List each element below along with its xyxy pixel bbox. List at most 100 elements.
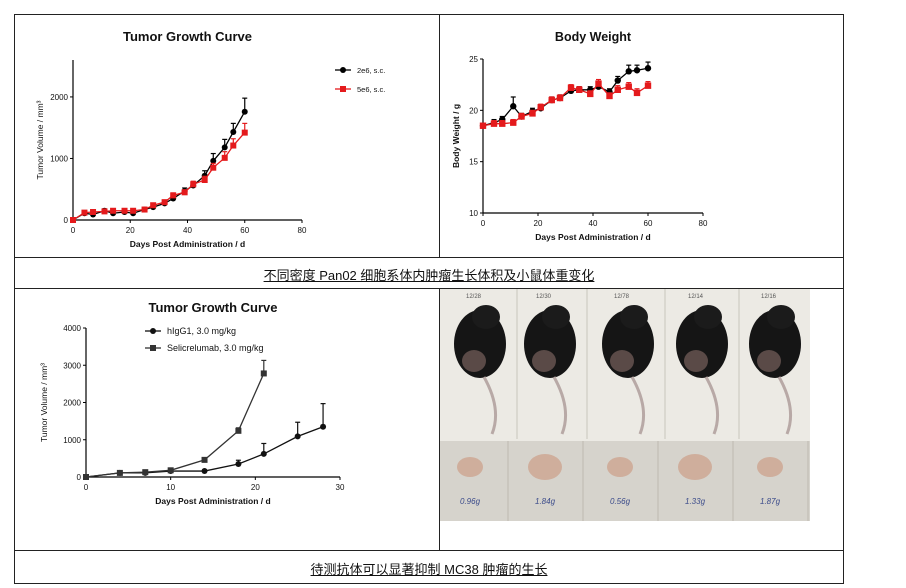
data-point bbox=[644, 65, 652, 72]
mouse-tag: 12/30 bbox=[536, 294, 552, 300]
mouse-tag: 12/78 bbox=[614, 294, 630, 300]
data-point bbox=[241, 108, 248, 115]
x-tick-label: 30 bbox=[336, 483, 345, 492]
data-point bbox=[201, 468, 208, 475]
data-point bbox=[606, 92, 613, 100]
x-axis-label: Days Post Administration / d bbox=[155, 496, 270, 506]
excised-tumor: 1.84g bbox=[528, 441, 584, 521]
x-tick-label: 0 bbox=[481, 219, 486, 228]
tumor-on-mouse bbox=[684, 350, 708, 372]
data-point bbox=[230, 142, 237, 149]
mouse-head bbox=[472, 305, 500, 329]
series-line bbox=[482, 82, 649, 127]
mouse-head bbox=[767, 305, 795, 329]
data-point bbox=[499, 120, 506, 127]
mc38-tumor-growth-chart: Tumor Growth Curve 0 10 20 30 0 1000 2000 3000 40… bbox=[39, 300, 345, 506]
data-point bbox=[190, 181, 197, 188]
x-tick-label: 0 bbox=[84, 483, 89, 492]
y-tick-label: 20 bbox=[469, 106, 478, 115]
legend-label: Selicrelumab, 3.0 mg/kg bbox=[167, 343, 264, 353]
data-point bbox=[116, 469, 123, 476]
y-tick-label: 1000 bbox=[50, 154, 68, 163]
y-tick-label: 25 bbox=[469, 55, 478, 64]
data-point bbox=[235, 460, 242, 467]
data-point bbox=[510, 103, 517, 110]
data-point bbox=[241, 129, 248, 136]
data-point bbox=[614, 86, 621, 93]
data-point bbox=[490, 120, 498, 127]
data-point bbox=[121, 207, 128, 214]
y-tick-label: 1000 bbox=[63, 436, 81, 445]
panel-tumor-growth-mc38: Tumor Growth Curve 0 10 20 30 0 1000 2000 3000 40… bbox=[14, 288, 440, 551]
mouse: 12/78 bbox=[602, 289, 666, 439]
data-point bbox=[625, 68, 632, 75]
data-point bbox=[235, 427, 242, 434]
legend-label: hIgG1, 3.0 mg/kg bbox=[167, 326, 236, 336]
data-point bbox=[90, 209, 97, 215]
mouse-head bbox=[542, 305, 570, 329]
data-point bbox=[633, 89, 641, 97]
data-point bbox=[161, 199, 168, 206]
data-point bbox=[529, 110, 536, 117]
data-point bbox=[518, 113, 525, 120]
tumor bbox=[457, 457, 483, 477]
caption-row-top: 不同密度 Pan02 细胞系体内肿瘤生长体积及小鼠体重变化 bbox=[14, 257, 844, 289]
panel-photo: 12/28 12/30 12/78 12/14 12/16 0.96g 1.84g 0.56… bbox=[439, 288, 844, 551]
x-tick-label: 20 bbox=[251, 483, 260, 492]
x-tick-label: 60 bbox=[240, 226, 249, 235]
x-tick-label: 40 bbox=[183, 226, 192, 235]
tumor bbox=[528, 454, 562, 480]
mouse: 12/30 bbox=[524, 289, 588, 439]
y-tick-label: 0 bbox=[77, 473, 82, 482]
y-tick-label: 2000 bbox=[63, 399, 81, 408]
data-point bbox=[221, 144, 228, 151]
x-axis-label: Days Post Administration / d bbox=[130, 239, 245, 249]
data-point bbox=[201, 456, 208, 463]
data-point bbox=[614, 77, 621, 84]
excised-tumor: 1.33g bbox=[678, 441, 734, 521]
tumor-weight: 0.96g bbox=[460, 497, 481, 506]
data-point bbox=[260, 450, 267, 457]
legend-marker bbox=[150, 345, 156, 351]
mouse-tag: 12/16 bbox=[761, 294, 777, 300]
excised-tumor: 0.56g bbox=[607, 441, 659, 521]
tumor-weight: 1.33g bbox=[685, 497, 706, 506]
x-tick-label: 60 bbox=[644, 219, 653, 228]
tumor bbox=[607, 457, 633, 477]
tumor bbox=[757, 457, 783, 477]
data-point bbox=[101, 208, 108, 215]
chart-title: Tumor Growth Curve bbox=[148, 300, 277, 315]
body-weight-chart: Body Weight 0 20 40 60 80 10 15 20 25 Days Post Ad… bbox=[451, 30, 708, 242]
legend-marker bbox=[340, 86, 346, 92]
x-tick-label: 20 bbox=[126, 226, 135, 235]
mouse-tag: 12/28 bbox=[466, 294, 482, 300]
excised-tumor: 0.96g bbox=[457, 441, 509, 521]
series-line bbox=[482, 67, 649, 127]
chart-title: Tumor Growth Curve bbox=[123, 29, 252, 44]
data-point bbox=[479, 122, 487, 129]
data-point bbox=[537, 104, 544, 111]
mouse-tail bbox=[704, 376, 720, 435]
chart-title: Body Weight bbox=[555, 30, 632, 44]
data-point bbox=[510, 119, 517, 126]
mouse-tail bbox=[777, 376, 793, 435]
tumor-on-mouse bbox=[757, 350, 781, 372]
data-point bbox=[201, 177, 208, 183]
data-point bbox=[294, 433, 301, 440]
caption-top: 不同密度 Pan02 细胞系体内肿瘤生长体积及小鼠体重变化 bbox=[263, 268, 595, 283]
data-point bbox=[141, 206, 148, 213]
data-point bbox=[170, 192, 177, 199]
data-point bbox=[595, 80, 602, 87]
data-point bbox=[83, 474, 89, 480]
mouse-tail bbox=[482, 376, 498, 435]
data-point bbox=[130, 207, 137, 214]
tumor-weight: 0.56g bbox=[610, 497, 631, 506]
y-tick-label: 4000 bbox=[63, 324, 81, 333]
data-point bbox=[625, 83, 632, 90]
tumor-on-mouse bbox=[532, 350, 556, 372]
data-point bbox=[167, 467, 174, 474]
data-point bbox=[181, 189, 188, 196]
y-axis-label: Tumor Volume / mm³ bbox=[35, 100, 45, 179]
tumor bbox=[678, 454, 712, 480]
caption-bottom: 待测抗体可以显著抑制 MC38 肿瘤的生长 bbox=[310, 562, 548, 577]
